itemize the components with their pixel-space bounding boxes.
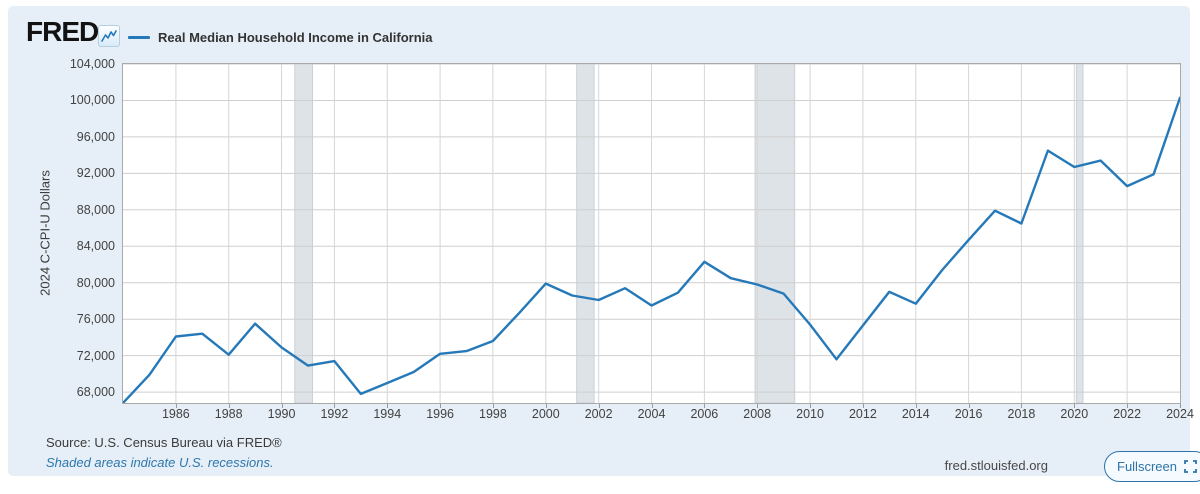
x-tick-label: 2018: [1007, 407, 1036, 421]
x-tick-mark: [810, 404, 812, 408]
x-tick-mark: [334, 404, 336, 408]
x-tick-label: 2016: [954, 407, 983, 421]
y-tick-label: 76,000: [76, 312, 115, 327]
x-tick-label: 2002: [584, 407, 613, 421]
fred-logo-text: FRED: [26, 16, 99, 47]
fred-logo: FRED®: [26, 16, 104, 54]
x-tick-label: 2012: [848, 407, 877, 421]
x-tick-label: 2006: [690, 407, 719, 421]
mini-chart-icon: [101, 30, 117, 42]
x-tick-label: 2022: [1113, 407, 1142, 421]
x-tick-label: 1992: [320, 407, 349, 421]
x-tick-mark: [1180, 404, 1181, 408]
x-tick-mark: [387, 404, 389, 408]
legend-line-swatch: [128, 36, 150, 39]
x-tick-mark: [545, 404, 547, 408]
recession-note: Shaded areas indicate U.S. recessions.: [46, 455, 274, 470]
x-tick-mark: [598, 404, 600, 408]
x-tick-mark: [651, 404, 653, 408]
recession-band: [754, 64, 796, 403]
recession-band: [1075, 64, 1084, 403]
x-tick-mark: [440, 404, 442, 408]
x-tick-label: 2014: [901, 407, 930, 421]
y-tick-label: 80,000: [76, 275, 115, 290]
x-tick-label: 2024: [1166, 407, 1194, 421]
x-tick-label: 2004: [637, 407, 666, 421]
x-tick-label: 1988: [214, 407, 243, 421]
x-tick-mark: [228, 404, 230, 408]
x-tick-label: 1994: [373, 407, 402, 421]
x-tick-mark: [1074, 404, 1076, 408]
x-tick-mark: [968, 404, 970, 408]
y-tick-label: 92,000: [76, 166, 115, 181]
y-tick-label: 96,000: [76, 129, 115, 144]
x-tick-mark: [704, 404, 706, 408]
y-tick-label: 72,000: [76, 348, 115, 363]
x-tick-mark: [1127, 404, 1129, 408]
y-tick-label: 68,000: [76, 385, 115, 400]
x-tick-label: 1986: [161, 407, 190, 421]
recession-band: [294, 64, 314, 403]
fred-graph-icon: [98, 25, 120, 47]
legend-label: Real Median Household Income in Californ…: [158, 30, 433, 45]
x-tick-mark: [281, 404, 283, 408]
x-tick-mark: [862, 404, 864, 408]
x-tick-mark: [915, 404, 917, 408]
x-tick-label: 1998: [479, 407, 507, 421]
x-tick-mark: [492, 404, 494, 408]
fullscreen-button-label: Fullscreen: [1117, 459, 1177, 474]
chart-canvas[interactable]: [123, 64, 1180, 403]
y-tick-label: 84,000: [76, 239, 115, 254]
plot-area[interactable]: [122, 63, 1181, 404]
fullscreen-icon: [1184, 460, 1197, 473]
y-tick-label: 104,000: [69, 57, 115, 71]
site-url: fred.stlouisfed.org: [944, 458, 1048, 473]
x-tick-mark: [175, 404, 177, 408]
x-tick-mark: [1021, 404, 1023, 408]
x-tick-mark: [757, 404, 759, 408]
x-tick-label: 2020: [1060, 407, 1089, 421]
x-tick-label: 2010: [796, 407, 824, 421]
fullscreen-button[interactable]: Fullscreen: [1104, 451, 1200, 482]
y-tick-label: 88,000: [76, 202, 115, 217]
fred-chart-card: FRED® Real Median Household Income in Ca…: [8, 6, 1200, 482]
x-tick-label: 1996: [426, 407, 454, 421]
x-tick-label: 1990: [267, 407, 296, 421]
data-line: [123, 96, 1180, 403]
series-legend: Real Median Household Income in Californ…: [128, 30, 433, 45]
x-tick-label: 2008: [743, 407, 772, 421]
x-tick-label: 2000: [531, 407, 560, 421]
source-text: Source: U.S. Census Bureau via FRED®: [46, 435, 282, 450]
y-tick-label: 100,000: [69, 93, 115, 108]
recession-band: [576, 64, 595, 403]
